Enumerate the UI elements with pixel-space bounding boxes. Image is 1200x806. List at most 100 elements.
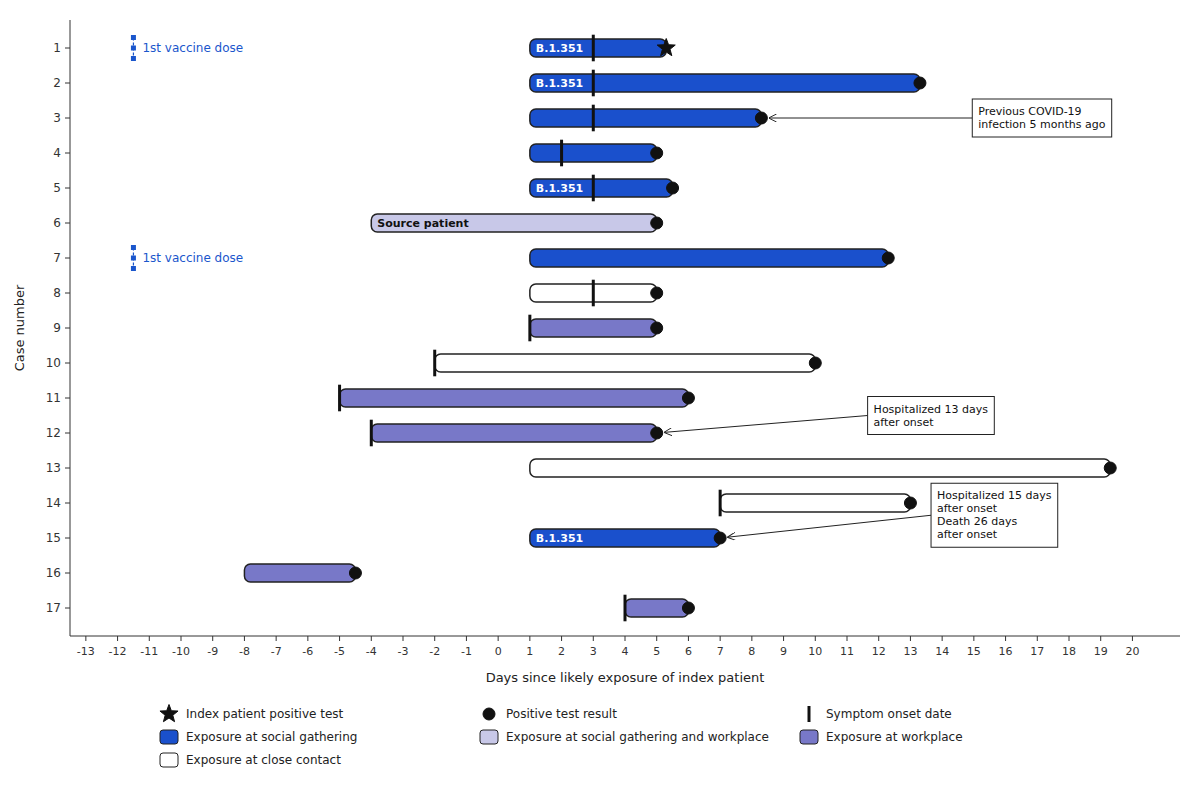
x-tick-label: -8 <box>239 645 250 658</box>
annotation-line: after onset <box>937 528 998 541</box>
test-positive-marker <box>651 147 663 159</box>
annotation: Previous COVID-19infection 5 months ago <box>769 99 1111 137</box>
test-positive-marker <box>714 532 726 544</box>
x-tick <box>339 636 340 641</box>
x-tick-label: -5 <box>334 645 345 658</box>
x-tick <box>1069 636 1070 641</box>
vaccine-dose-dot <box>131 35 136 40</box>
annotation: Hospitalized 13 daysafter onset <box>665 397 995 435</box>
x-tick <box>466 636 467 641</box>
y-tick <box>65 433 70 434</box>
vaccine-dose-dot <box>131 56 136 61</box>
legend-marker <box>160 705 178 722</box>
x-tick <box>815 636 816 641</box>
x-tick <box>720 636 721 641</box>
x-tick <box>371 636 372 641</box>
y-tick-label: 12 <box>46 426 61 440</box>
annotation-arrow <box>665 416 868 433</box>
symptom-onset <box>433 350 436 377</box>
y-tick <box>65 223 70 224</box>
bar <box>530 39 666 57</box>
annotation-text: Previous COVID-19infection 5 months ago <box>978 105 1105 131</box>
y-tick-label: 2 <box>53 76 61 90</box>
bar-label: B.1.351 <box>536 77 583 90</box>
annotation-line: after onset <box>937 502 998 515</box>
x-tick-label: 9 <box>780 645 787 658</box>
symptom-onset <box>370 420 373 447</box>
y-tick <box>65 503 70 504</box>
x-tick <box>181 636 182 641</box>
annotation-arrow <box>769 118 972 119</box>
symptom-onset <box>592 70 595 97</box>
x-tick-label: -4 <box>366 645 377 658</box>
annotation-box <box>931 483 1058 547</box>
x-tick-label: 1 <box>526 645 533 658</box>
legend: Index patient positive test Positive test… <box>160 705 963 768</box>
y-tick-label: 6 <box>53 216 61 230</box>
x-tick-label: 7 <box>717 645 724 658</box>
y-tick <box>65 573 70 574</box>
x-tick-label: -1 <box>461 645 472 658</box>
x-tick <box>403 636 404 641</box>
y-tick-label: 4 <box>53 146 61 160</box>
bar <box>340 389 689 407</box>
x-tick <box>847 636 848 641</box>
x-tick-label: 20 <box>1125 645 1139 658</box>
bar-label: Source patient <box>377 217 468 230</box>
annotation: Hospitalized 15 daysafter onsetDeath 26 … <box>728 483 1058 547</box>
y-tick-label: 8 <box>53 286 61 300</box>
overlay: 1st vaccine dose1st vaccine doseB.1.351B… <box>142 41 1111 547</box>
y-tick-label: 15 <box>46 531 61 545</box>
annotation-line: Death 26 days <box>937 515 1017 528</box>
symptom-onset <box>592 280 595 307</box>
y-tick <box>65 328 70 329</box>
symptom-onset <box>528 315 531 342</box>
x-tick <box>878 636 879 641</box>
vaccine-dose-dot <box>131 245 136 250</box>
x-tick <box>973 636 974 641</box>
y-tick <box>65 83 70 84</box>
bar <box>244 564 355 582</box>
x-tick-label: -13 <box>77 645 95 658</box>
x-tick <box>688 636 689 641</box>
test-positive-marker <box>651 322 663 334</box>
x-tick-label: 12 <box>872 645 886 658</box>
x-tick-label: 11 <box>840 645 854 658</box>
annotation-line: Hospitalized 15 days <box>937 489 1052 502</box>
test-positive-marker <box>651 427 663 439</box>
y-tick-label: 17 <box>46 601 61 615</box>
x-tick-label: 17 <box>1030 645 1044 658</box>
y-tick-label: 5 <box>53 181 61 195</box>
bar <box>530 459 1110 477</box>
x-axis-label: Days since likely exposure of index pati… <box>486 670 765 685</box>
annotation-line: Hospitalized 13 days <box>874 403 989 416</box>
bar-label: B.1.351 <box>536 182 583 195</box>
y-tick <box>65 188 70 189</box>
bar-label: B.1.351 <box>536 532 583 545</box>
annotation-line: Previous COVID-19 <box>978 105 1081 118</box>
x-tick <box>307 636 308 641</box>
annotation-box <box>972 99 1111 137</box>
chart: -13-12-11-10-9-8-7-6-5-4-3-2-10123456789… <box>0 0 1200 806</box>
legend-swatch <box>160 730 178 744</box>
legend-label: Index patient positive test <box>186 707 344 721</box>
test-positive-marker <box>914 77 926 89</box>
test-positive-marker <box>349 567 361 579</box>
x-tick <box>85 636 86 641</box>
y-tick <box>65 468 70 469</box>
test-positive-marker <box>682 602 694 614</box>
symptom-onset <box>592 35 595 62</box>
y-tick <box>65 398 70 399</box>
symptom-onset <box>560 140 563 167</box>
test-positive-marker <box>904 497 916 509</box>
vaccine-dose-dot <box>131 256 136 261</box>
y-tick <box>65 293 70 294</box>
y-tick-label: 3 <box>53 111 61 125</box>
x-tick-label: 5 <box>653 645 660 658</box>
y-tick <box>65 48 70 49</box>
bar <box>371 424 656 442</box>
vaccine-dose-label: 1st vaccine dose <box>142 41 243 55</box>
legend-label: Positive test result <box>506 707 617 721</box>
y-tick-label: 14 <box>46 496 61 510</box>
x-tick-label: 14 <box>935 645 949 658</box>
